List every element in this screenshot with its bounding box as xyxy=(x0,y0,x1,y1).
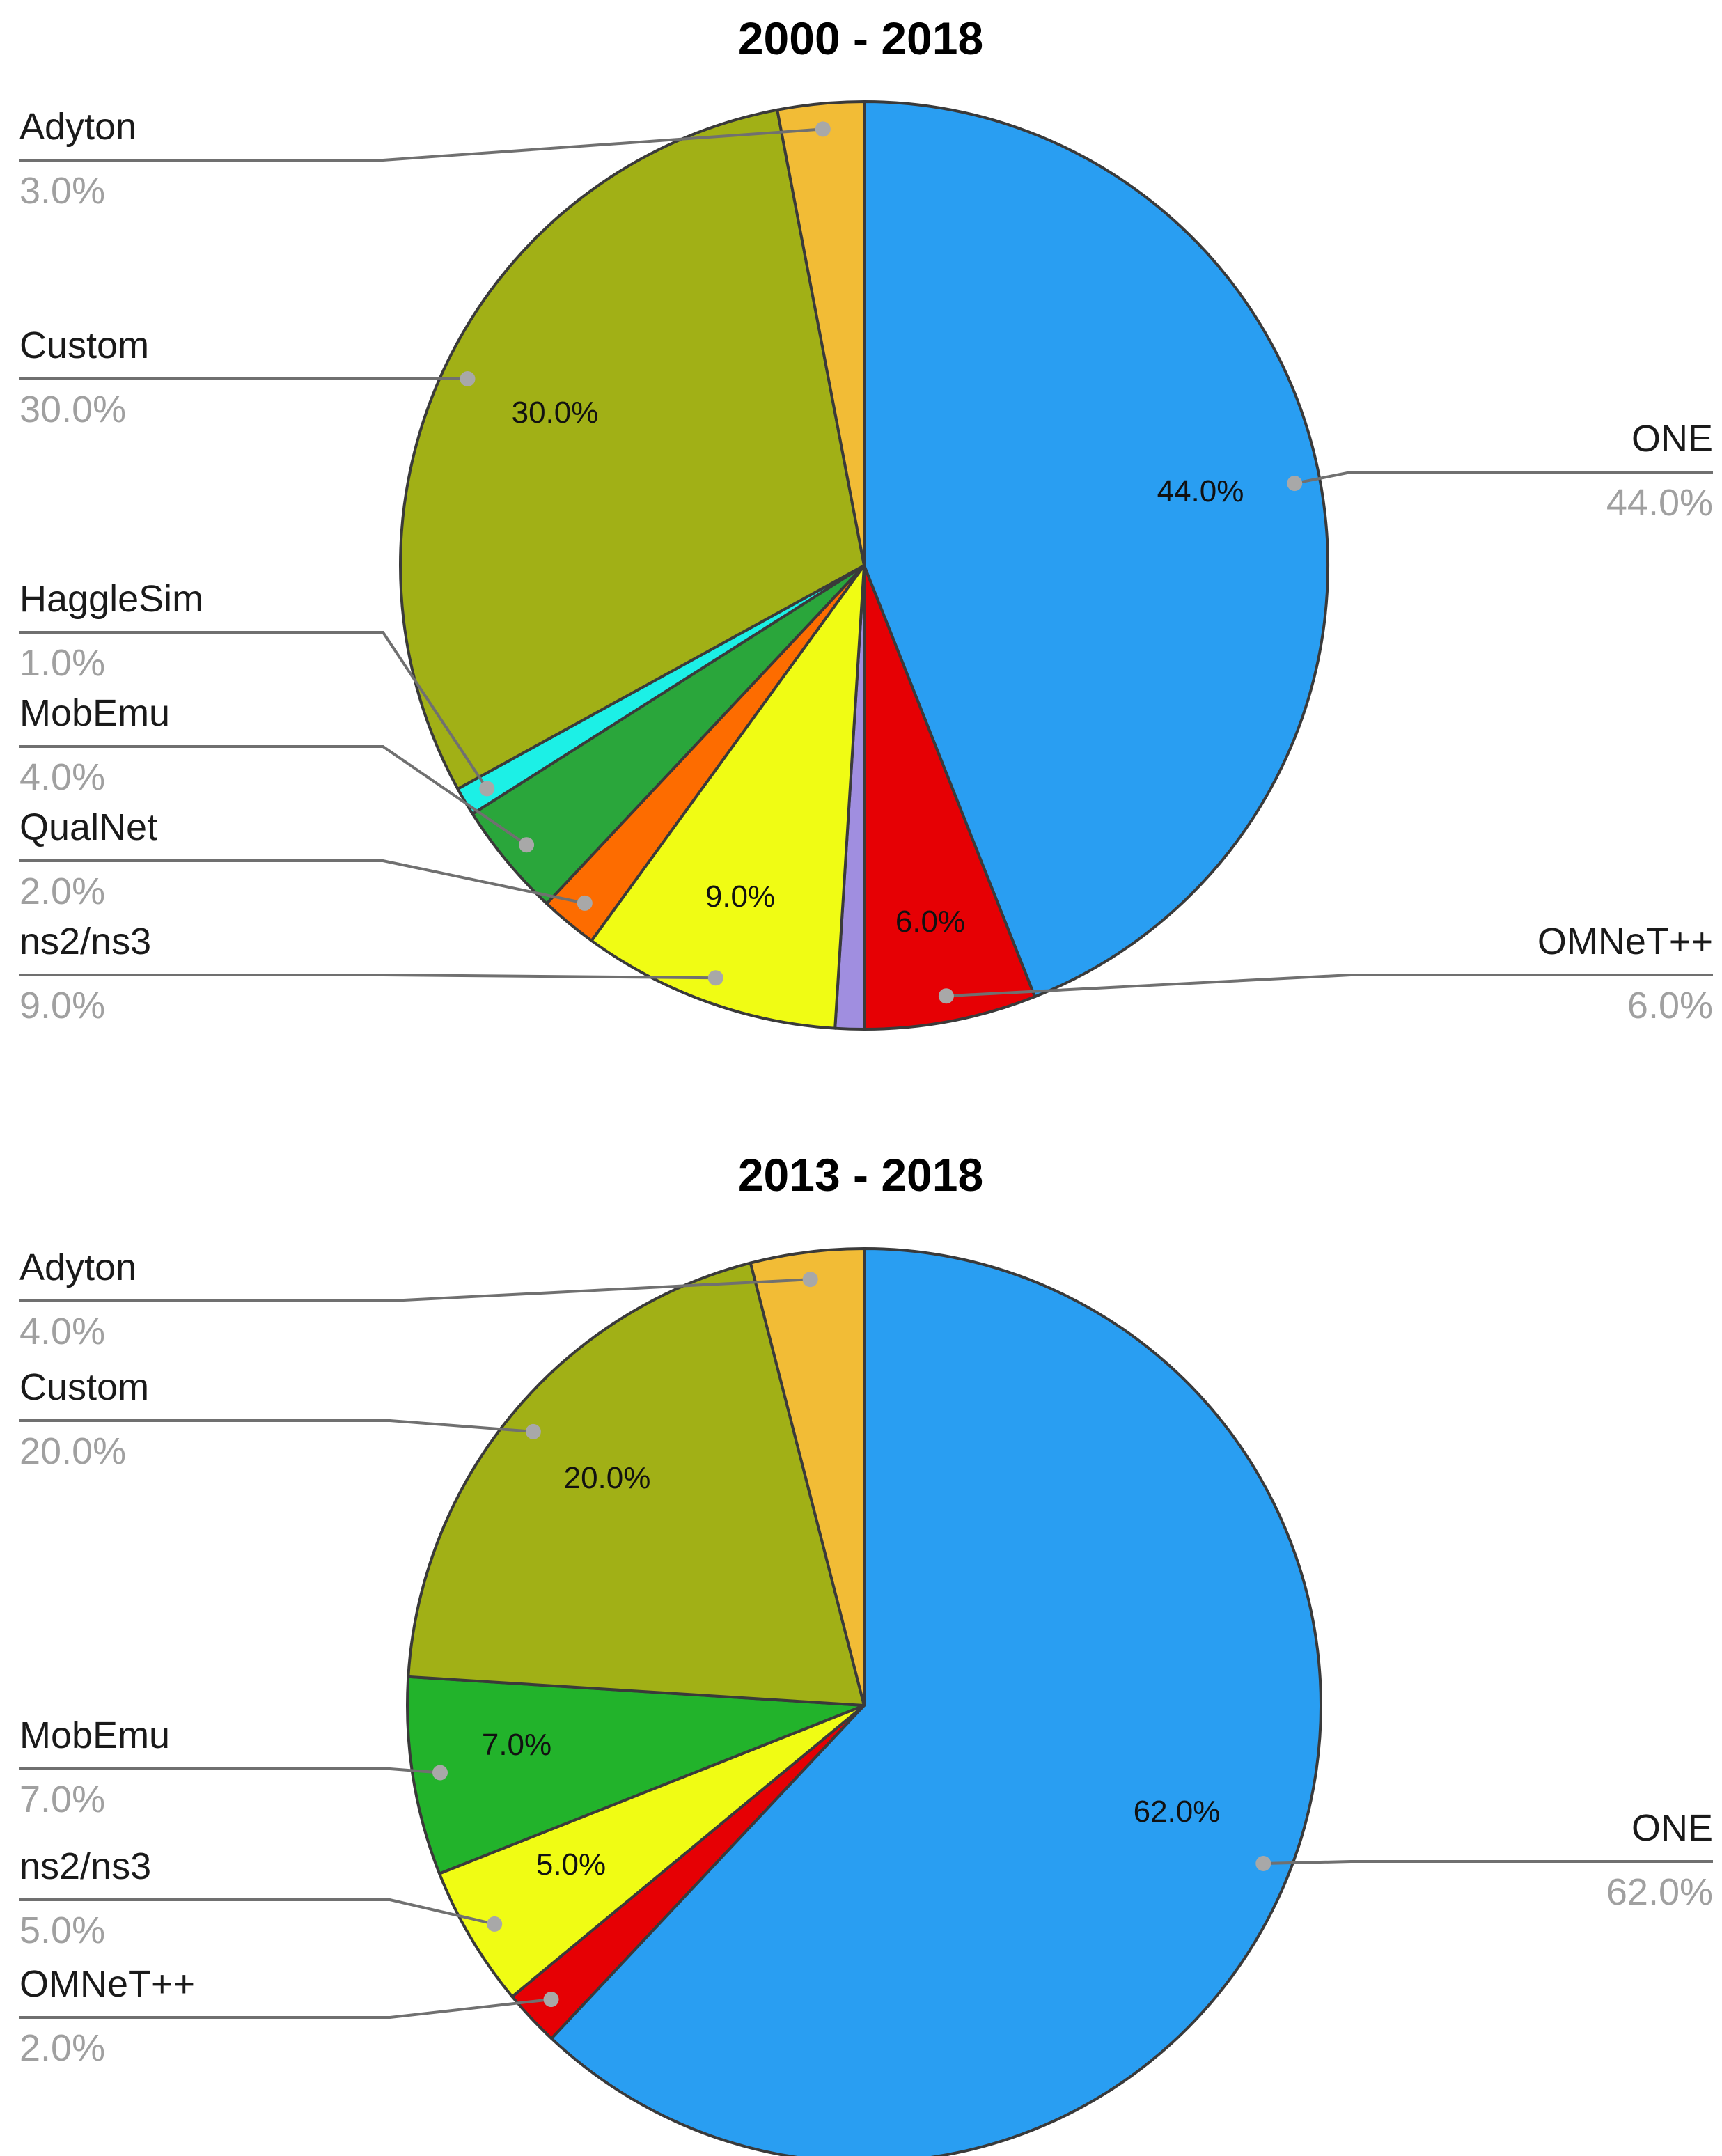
leader-line-adyton xyxy=(19,127,823,162)
leader-line-hagglesim xyxy=(19,631,488,790)
leader-line-adyton xyxy=(19,1278,811,1302)
pie-slice-custom[interactable] xyxy=(407,1261,866,1707)
legend-percent-custom: 30.0% xyxy=(19,389,126,430)
leader-dot-custom xyxy=(525,1423,541,1439)
legend-percent-ns2-ns3: 5.0% xyxy=(19,1909,105,1951)
leader-dot-qualnet xyxy=(577,895,593,911)
leader-line-qualnet xyxy=(19,859,586,905)
leader-line-omnet xyxy=(19,1998,551,2019)
legend-label-custom: Custom xyxy=(19,1366,149,1408)
legend-percent-adyton: 3.0% xyxy=(19,170,105,212)
leader-dot-ns2-ns3 xyxy=(487,1916,503,1932)
legend-label-hagglesim: HaggleSim xyxy=(19,578,203,620)
slices xyxy=(399,100,1329,1031)
legend-label-adyton: Adyton xyxy=(19,1247,136,1288)
leader-line-one xyxy=(1263,1860,1713,1865)
leader-line-mobemu xyxy=(19,1767,441,1774)
pie-slice-ns2-ns3[interactable] xyxy=(590,564,866,1030)
legend-percent-custom: 20.0% xyxy=(19,1430,126,1472)
leader-line-ns2-ns3 xyxy=(19,1898,495,1925)
leader-line-omnet xyxy=(946,974,1713,998)
slice-inside-label-mobemu: 7.0% xyxy=(482,1728,551,1762)
legend-percent-adyton: 4.0% xyxy=(19,1311,105,1352)
pie-slice-mobemu[interactable] xyxy=(405,1675,866,1875)
leader-dot-omnet xyxy=(543,1992,559,2008)
legend-label-omnet: OMNeT++ xyxy=(19,1963,195,2005)
slice-inside-label-one: 44.0% xyxy=(1157,474,1244,508)
legend-label-ns2-ns3: ns2/ns3 xyxy=(19,1845,151,1887)
leader-line-custom xyxy=(19,1419,534,1433)
slice-inside-label-ns2-ns3: 5.0% xyxy=(536,1848,606,1882)
leader-dot-custom xyxy=(460,371,476,386)
leader-dot-adyton xyxy=(802,1272,818,1288)
slice-inside-label-ns2-ns3: 9.0% xyxy=(705,880,775,914)
leader-line-mobemu xyxy=(19,745,528,846)
legend-label-qualnet: QualNet xyxy=(19,806,157,848)
legend-label-mobemu: MobEmu xyxy=(19,692,170,734)
legend-label-ns2-ns3: ns2/ns3 xyxy=(19,921,151,962)
legend-label-mobemu: MobEmu xyxy=(19,1714,170,1756)
legend-percent-mobemu: 4.0% xyxy=(19,756,105,798)
leader-dot-mobemu xyxy=(519,837,535,853)
leader-dot-omnet xyxy=(938,988,954,1004)
slice-inside-label-one: 62.0% xyxy=(1134,1795,1221,1829)
slice-inside-label-custom: 20.0% xyxy=(564,1461,651,1495)
leader-line-one xyxy=(1294,471,1713,485)
legend-label-omnet: OMNeT++ xyxy=(1537,921,1713,962)
chart-title: 2000 - 2018 xyxy=(738,13,983,64)
legend-label-adyton: Adyton xyxy=(19,106,136,148)
legend-percent-omnet: 2.0% xyxy=(19,2027,105,2069)
slice-inside-label-omnet: 6.0% xyxy=(895,905,965,939)
pie-slice-adyton[interactable] xyxy=(749,1247,866,1707)
legend-percent-omnet: 6.0% xyxy=(1627,985,1713,1026)
leader-dot-one xyxy=(1255,1856,1271,1871)
legend-percent-one: 62.0% xyxy=(1606,1871,1713,1913)
legend-percent-one: 44.0% xyxy=(1606,482,1713,524)
legend-label-one: ONE xyxy=(1631,418,1713,460)
pie-slice-omnet[interactable] xyxy=(863,564,1037,1031)
leader-dot-ns2-ns3 xyxy=(707,970,723,986)
pie-slice-custom[interactable] xyxy=(399,108,866,790)
legend-label-one: ONE xyxy=(1631,1807,1713,1849)
slice-inside-label-custom: 30.0% xyxy=(512,396,599,430)
slices xyxy=(405,1247,1322,2156)
labels: 44.0% ONE 44.0% 6.0% OMNeT++ 6.0% 9.0% ns2/ns3 9… xyxy=(19,106,1713,1026)
leader-dot-hagglesim xyxy=(479,781,495,797)
pie-chart-2013-2018: 2013 - 2018 62.0% ONE 62.0% OMNeT++ 2.0% 5.0%… xyxy=(19,1149,1713,2156)
pie-slice-adyton[interactable] xyxy=(776,100,866,567)
leader-line-ns2-ns3 xyxy=(19,974,716,980)
leader-dot-mobemu xyxy=(432,1765,448,1781)
legend-percent-ns2-ns3: 9.0% xyxy=(19,985,105,1026)
chart-title: 2013 - 2018 xyxy=(738,1149,983,1201)
labels: 62.0% ONE 62.0% OMNeT++ 2.0% 5.0% ns2/ns3 5.0% 7… xyxy=(19,1247,1713,2069)
leader-dot-one xyxy=(1287,476,1303,492)
legend-percent-mobemu: 7.0% xyxy=(19,1779,105,1820)
leader-dot-adyton xyxy=(815,121,831,137)
pie-chart-2000-2018: 2000 - 2018 44.0% ONE 44.0% 6.0% OMNeT++ 6.0%… xyxy=(19,13,1713,1031)
pie-slice-one[interactable] xyxy=(549,1247,1322,2156)
legend-percent-hagglesim: 1.0% xyxy=(19,642,105,684)
pie-slice-ns2-ns3[interactable] xyxy=(438,1704,866,1999)
legend-percent-qualnet: 2.0% xyxy=(19,870,105,912)
legend-label-custom: Custom xyxy=(19,325,149,366)
